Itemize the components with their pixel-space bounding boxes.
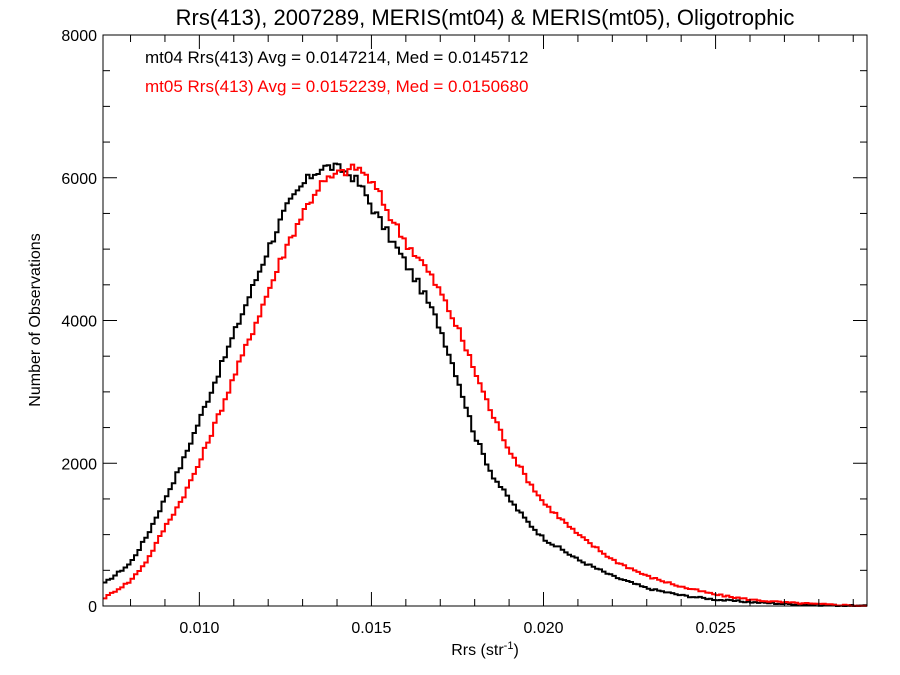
y-tick-label: 0 <box>88 599 97 616</box>
axes-layer: 0 2000 4000 6000 8000 0.010 0.015 0.020 0.025 <box>61 28 868 637</box>
y-tick-label: 4000 <box>61 314 97 331</box>
series-line-mt05 <box>103 163 867 607</box>
x-axis-label: Rrs (str-1) <box>451 640 519 659</box>
y-tick-label: 6000 <box>61 171 97 188</box>
series-line-mt04 <box>103 162 867 607</box>
x-axis-label-main: Rrs (str <box>451 642 504 659</box>
plot-frame <box>102 34 868 607</box>
x-tick-label: 0.020 <box>523 620 563 637</box>
x-tick-label: 0.015 <box>351 620 391 637</box>
y-tick-label: 2000 <box>61 456 97 473</box>
x-axis-label-end: ) <box>513 642 518 659</box>
y-tick-label: 8000 <box>61 28 97 45</box>
y-axis-label: Number of Observations <box>27 233 44 406</box>
x-tick-label: 0.025 <box>696 620 736 637</box>
chart-title: Rrs(413), 2007289, MERIS(mt04) & MERIS(m… <box>176 5 795 30</box>
annotation-mt05: mt05 Rrs(413) Avg = 0.0152239, Med = 0.0… <box>145 77 528 96</box>
x-tick-label: 0.010 <box>179 620 219 637</box>
series-layer <box>103 162 867 607</box>
annotation-mt04: mt04 Rrs(413) Avg = 0.0147214, Med = 0.0… <box>145 48 528 67</box>
x-axis-label-superscript: -1 <box>504 640 514 652</box>
